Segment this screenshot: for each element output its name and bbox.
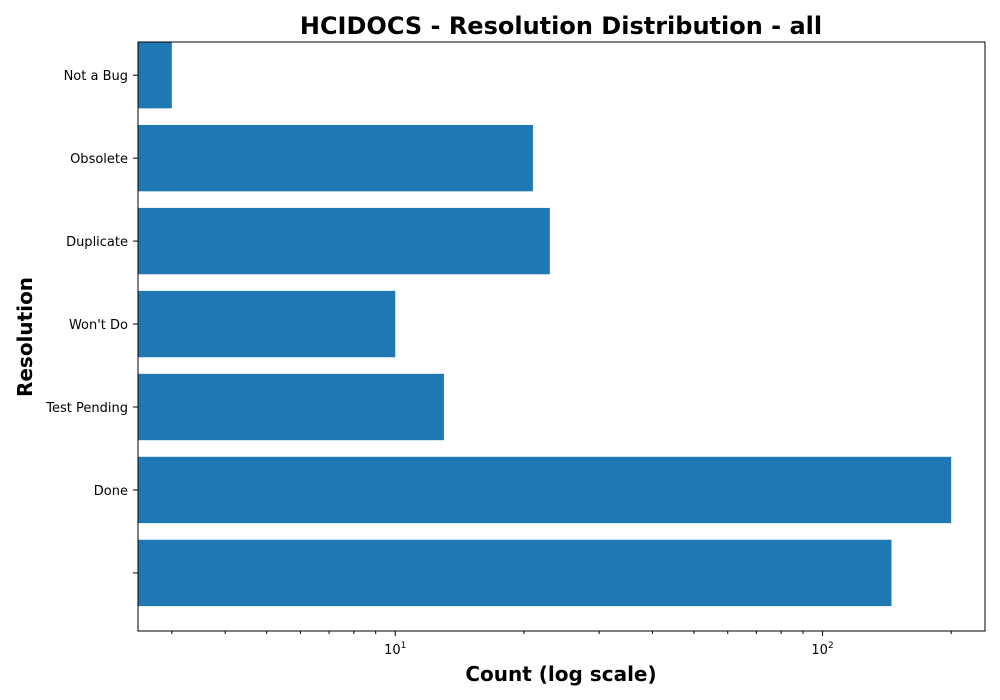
- bar: [138, 457, 951, 523]
- y-tick-label: Test Pending: [45, 401, 128, 416]
- y-tick-label: Done: [94, 484, 128, 499]
- y-tick-label: Not a Bug: [64, 69, 128, 84]
- bar: [138, 291, 395, 357]
- chart-title: HCIDOCS - Resolution Distribution - all: [300, 12, 822, 40]
- y-tick-label: Obsolete: [70, 152, 128, 167]
- bars-group: [138, 42, 951, 606]
- y-axis-label: Resolution: [13, 277, 37, 397]
- bar: [138, 42, 172, 108]
- bar: [138, 374, 444, 440]
- y-tick-label: Duplicate: [66, 235, 128, 250]
- x-axis-label: Count (log scale): [465, 662, 656, 686]
- x-tick-label: 102: [811, 641, 833, 658]
- bar: [138, 208, 550, 274]
- y-axis-ticks: Done Test Pending Won't Do Duplicate Obsolet…: [45, 69, 138, 573]
- y-tick-label: Won't Do: [69, 318, 128, 333]
- x-axis-ticks: 101 102: [172, 631, 951, 658]
- bar: [138, 540, 891, 606]
- x-tick-label: 101: [384, 641, 406, 658]
- bar: [138, 125, 533, 191]
